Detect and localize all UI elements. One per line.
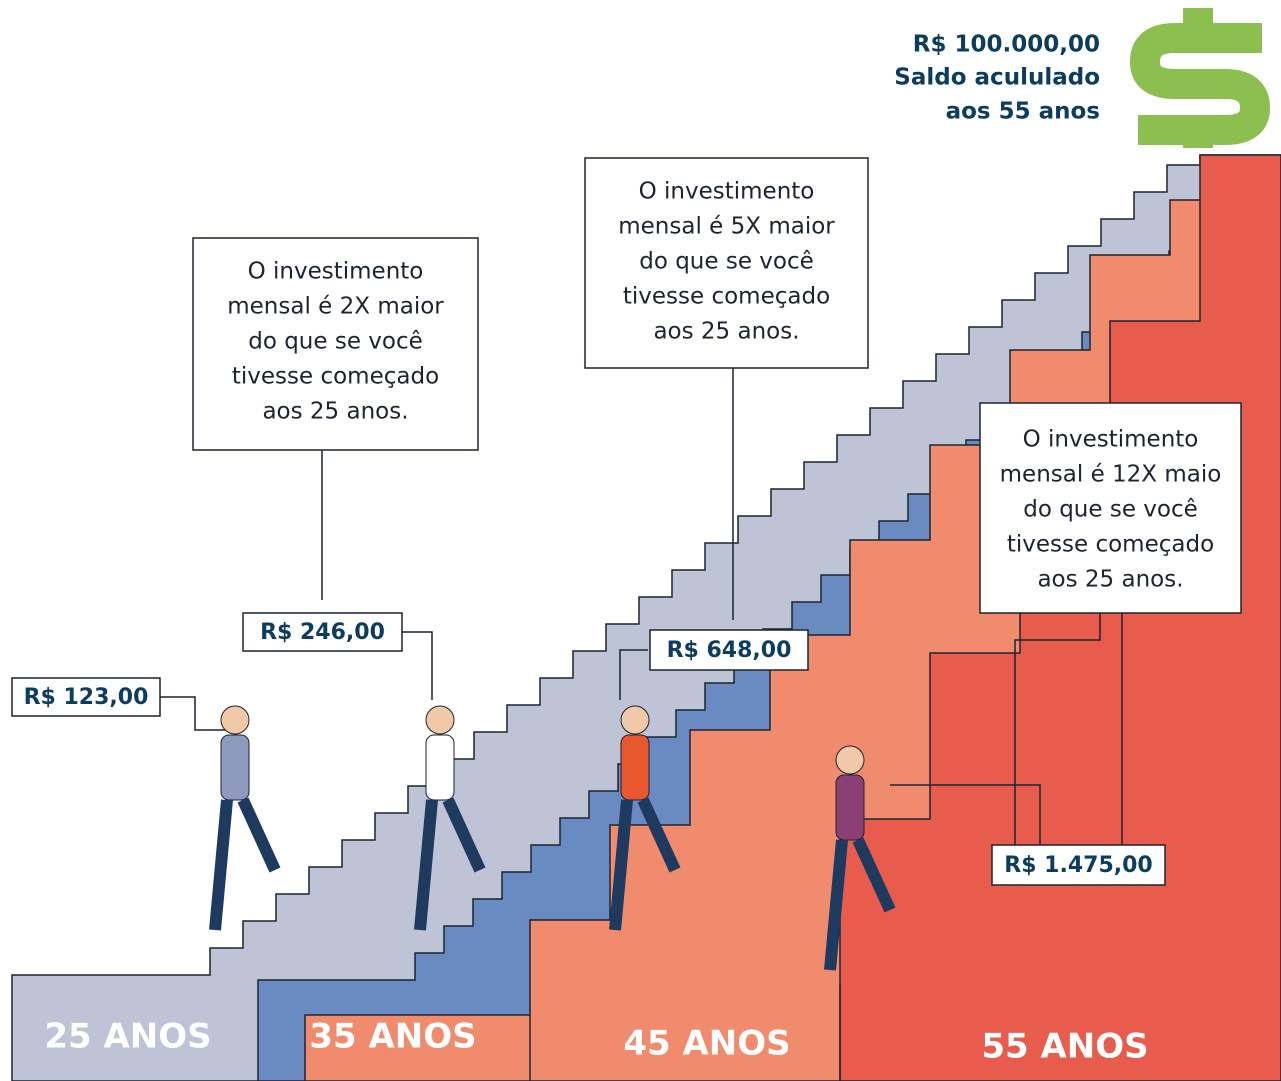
figure-legs [609, 797, 681, 931]
connector [402, 631, 433, 700]
connector [160, 696, 225, 731]
amount-box [242, 612, 403, 652]
connector [619, 649, 648, 700]
amount-label: R$ 123,00 [24, 685, 149, 710]
callout-box [192, 237, 479, 451]
figure-body [425, 734, 455, 801]
callout-text: tivesse começado [623, 284, 830, 310]
callout-text: O investimento [639, 179, 815, 205]
callout-text: aos 25 anos. [262, 399, 408, 425]
dollar-icon [1129, 8, 1271, 148]
amount-label: R$ 648,00 [667, 638, 792, 663]
callout-text: mensal é 5X maior [618, 214, 835, 240]
figure-head [835, 745, 865, 775]
callout-text: O investimento [248, 259, 424, 285]
age-label: 25 ANOS [44, 1017, 211, 1057]
callout-text: do que se você [248, 329, 423, 355]
callout-text: aos 25 anos. [1037, 567, 1183, 593]
callout-text: O investimento [1023, 427, 1199, 453]
callout-text: do que se você [639, 249, 814, 275]
callout-box [584, 157, 869, 369]
age-label: 35 ANOS [309, 1017, 476, 1057]
figure-head [220, 705, 250, 735]
figure-legs [824, 837, 896, 971]
dollar-s [1129, 23, 1271, 145]
overlay: O investimento mensal é 2X maior do que se… [11, 157, 1242, 1067]
amount-label: R$ 1.475,00 [1004, 853, 1152, 878]
amount-box [991, 844, 1166, 886]
connector [1014, 613, 1101, 845]
callout-box [979, 402, 1242, 614]
amount-label: R$ 246,00 [260, 620, 385, 645]
figure-body [835, 774, 865, 841]
figure-body [220, 734, 250, 801]
figure-head [620, 705, 650, 735]
figure-legs [414, 797, 486, 931]
age-label: 45 ANOS [623, 1024, 790, 1064]
figure-head [425, 705, 455, 735]
amount-box [11, 677, 161, 717]
goal-amount: R$ 100.000,00 [913, 32, 1100, 58]
goal-line: aos 55 anos [946, 99, 1100, 125]
callout-text: tivesse começado [232, 364, 439, 390]
callout-text: aos 25 anos. [653, 319, 799, 345]
age-label: 55 ANOS [981, 1027, 1148, 1067]
callout-text: tivesse começado [1007, 532, 1214, 558]
figure-legs [209, 797, 281, 931]
amount-box [649, 629, 809, 671]
callout-text: mensal é 2X maior [227, 294, 444, 320]
goal-line: Saldo acululado [894, 65, 1100, 91]
connector [890, 784, 1041, 845]
callout-text: mensal é 12X maio [1000, 462, 1222, 488]
callout-text: do que se você [1023, 497, 1198, 523]
figure-body [620, 734, 650, 801]
